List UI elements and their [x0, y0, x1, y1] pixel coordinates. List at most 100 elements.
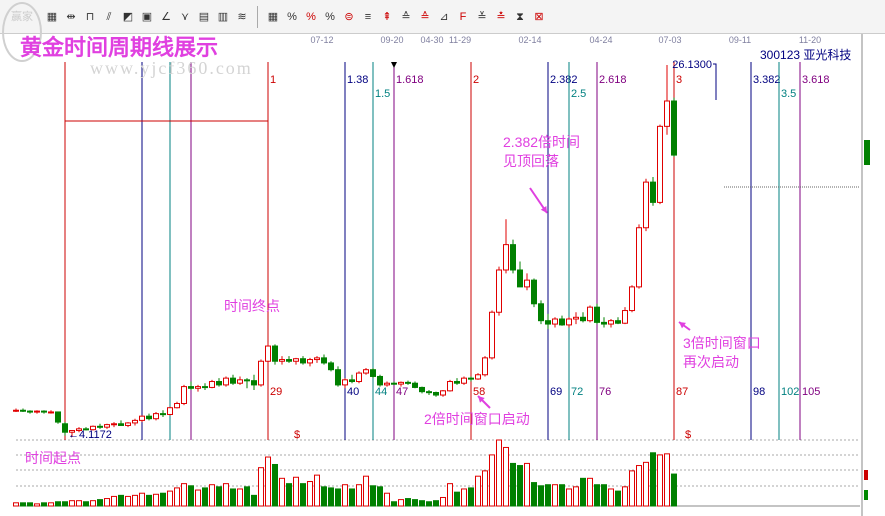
crosshair-icon[interactable]: ⇹ [66, 10, 76, 23]
candle-body [265, 345, 271, 362]
candlestick-chart[interactable]: 04-30 07-12 09-20 11-29 02-14 04-24 07-03 09-11… [0, 34, 885, 516]
candle-body [20, 409, 26, 412]
candle-body [286, 359, 292, 362]
volume-bar [55, 501, 61, 507]
volume-bar [643, 461, 649, 507]
gold-ratio-icon[interactable]: ≙ [401, 10, 411, 23]
volume-bar [160, 492, 166, 507]
candle-body [559, 318, 565, 326]
cycle-bar-count: 69 [550, 386, 562, 398]
x-tick-label: 04-30 [420, 35, 443, 45]
candle-body [279, 359, 285, 362]
cycle-marker-icon [391, 62, 397, 68]
table-icon[interactable]: ▦ [267, 10, 279, 23]
volume-bar [111, 495, 117, 507]
x-tick-label: 11-29 [449, 35, 471, 45]
period-icon[interactable]: ▦ [46, 10, 58, 23]
volume-bar [461, 488, 467, 507]
volume-bar [258, 467, 264, 507]
volume-bar [132, 494, 138, 507]
volume-bar [314, 474, 320, 507]
candle-body [636, 227, 642, 288]
watermark-url: www.yjcf360.com [90, 58, 253, 78]
volume-bar [538, 485, 544, 507]
candle-body [664, 100, 670, 127]
candle-body [622, 310, 628, 324]
candle-body [384, 382, 390, 386]
arrow-head-icon [679, 322, 686, 329]
gold-circle-icon[interactable]: ⊜ [344, 10, 354, 23]
volume-bar [118, 494, 124, 507]
volume-bar [524, 462, 530, 507]
volume-bar [587, 477, 593, 507]
candle-body [132, 419, 138, 424]
parallel-icon[interactable]: ⫽ [106, 10, 112, 23]
volume-bar [230, 488, 236, 507]
volume-bar [398, 499, 404, 507]
candle-body [356, 372, 362, 383]
cycle-bar-count: 40 [347, 386, 359, 398]
candle-body [314, 357, 320, 361]
candle-body [62, 423, 68, 433]
volume-bar [279, 477, 285, 507]
cycle-bar-count: 87 [676, 386, 688, 398]
fib-icon[interactable]: ▥ [217, 10, 229, 23]
annotation-window-3: 3倍时间窗口 再次启动 [683, 335, 761, 370]
candle-body [69, 430, 75, 433]
rect-icon[interactable]: ▤ [198, 10, 210, 23]
gold-cycle-icon[interactable]: ≙ [420, 10, 430, 23]
volume-bar [671, 473, 677, 507]
volume-bar [181, 483, 187, 507]
line-icon[interactable]: ⊓ [85, 10, 95, 23]
cycle-ratio-label: 2.618 [599, 74, 627, 86]
percent-line-icon[interactable]: % [325, 10, 335, 23]
volume-bar [482, 470, 488, 507]
candle-body [300, 358, 306, 364]
time-icon[interactable]: ⧗ [516, 10, 524, 23]
low-price-label: ←4.1172 [68, 429, 112, 441]
grid-icon[interactable]: ≋ [237, 10, 247, 23]
angle-line-icon[interactable]: ⊿ [439, 10, 449, 23]
gold-line-icon[interactable]: ≡ [364, 10, 372, 23]
f-line-icon[interactable]: F [459, 10, 467, 23]
volume-bar [405, 498, 411, 507]
angle-icon[interactable]: ∠ [161, 10, 171, 23]
arrow-tool-icon[interactable]: ⇞ [382, 10, 392, 23]
candle-body [482, 357, 488, 376]
gold-angle-icon[interactable]: ≚ [477, 10, 487, 23]
cycle-bar-count: 47 [396, 386, 408, 398]
volume-bar [349, 488, 355, 507]
wave-icon[interactable]: ⋎ [180, 10, 190, 23]
candle-body [615, 320, 621, 324]
box-icon[interactable]: ▣ [141, 10, 153, 23]
cycle-ratio-label: 3.5 [781, 88, 796, 100]
percent-icon[interactable]: % [306, 10, 316, 23]
volume-bar [370, 485, 376, 507]
percent-red-icon[interactable]: % [287, 10, 297, 23]
speed-icon[interactable]: ≛ [496, 10, 506, 23]
volume-bar [293, 476, 299, 507]
volume-bar [174, 487, 180, 507]
candle-body [328, 362, 334, 371]
candle-body [251, 380, 257, 386]
tower-icon[interactable]: ⊠ [534, 10, 544, 23]
volume-bar [69, 500, 75, 507]
volume-bar [615, 490, 621, 507]
volume-bar [342, 484, 348, 507]
candle-body [202, 386, 208, 389]
volume-bar [384, 492, 390, 507]
candle-body [412, 382, 418, 388]
fan-icon[interactable]: ◩ [122, 10, 134, 23]
volume-bar [510, 462, 516, 507]
cycle-ratio-label: 1 [270, 74, 276, 86]
volume-bar [27, 502, 33, 507]
candle-body [55, 411, 61, 423]
volume-bar [419, 500, 425, 507]
volume-bar [216, 486, 222, 507]
candle-body [83, 428, 89, 431]
candle-body [650, 181, 656, 203]
cycle-ratio-label: 1.38 [347, 74, 368, 86]
volume-bar [552, 484, 558, 507]
cycle-bar-count: 29 [270, 386, 282, 398]
volume-bar [97, 499, 103, 507]
